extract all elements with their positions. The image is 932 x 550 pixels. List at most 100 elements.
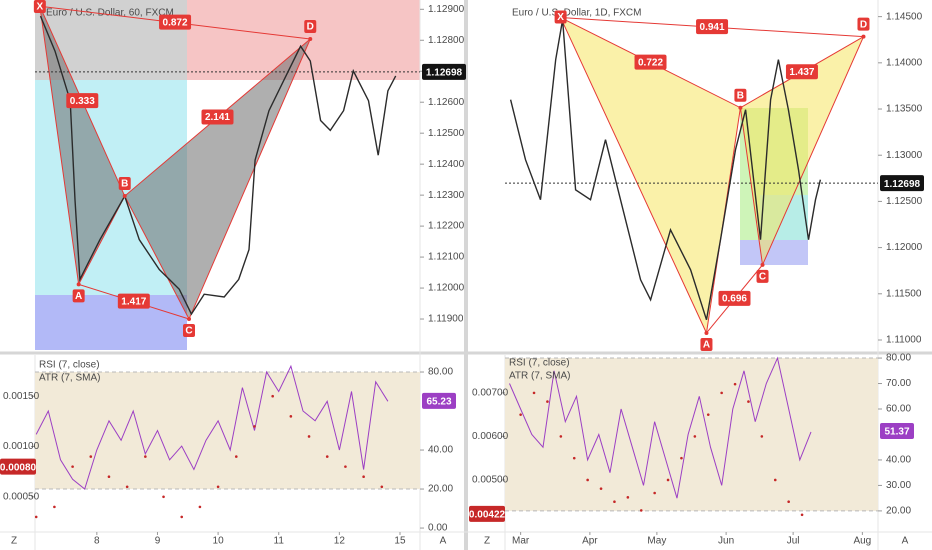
- scale-button[interactable]: A: [902, 536, 909, 547]
- atr-dot: [34, 515, 38, 519]
- ratio-label: 0.941: [696, 19, 729, 35]
- x-tick-label: Jun: [718, 536, 734, 547]
- ratio-label: 0.333: [66, 93, 99, 109]
- atr-dot: [666, 478, 670, 482]
- ratio-text: 1.417: [121, 296, 146, 307]
- y-tick-label: 1.12300: [428, 190, 465, 201]
- zone-blue: [35, 295, 187, 350]
- point-box: [554, 10, 567, 24]
- atr-dot: [680, 456, 683, 460]
- rsi-band: [35, 372, 420, 490]
- point-box: [72, 289, 85, 303]
- point-text: C: [759, 272, 766, 283]
- y-tick-label: 0.00: [428, 523, 448, 534]
- point-text: C: [185, 326, 192, 337]
- value-tag: 0.00080: [0, 458, 37, 475]
- atr-dot: [89, 455, 93, 458]
- value-tag-label: 51.37: [884, 427, 909, 438]
- atr-dot: [546, 400, 549, 403]
- y-tick-label: 1.12600: [428, 97, 465, 108]
- point-label: D: [304, 20, 317, 34]
- y-tick-label: 1.12900: [428, 4, 465, 15]
- value-tag: 1.12698: [422, 63, 466, 80]
- atr-dot: [787, 500, 790, 504]
- y-tick-label: 1.14500: [886, 11, 923, 22]
- y-tick-label: 1.12500: [428, 128, 465, 139]
- atr-dot: [144, 455, 147, 458]
- atr-dot: [380, 485, 384, 489]
- atr-dot: [626, 496, 630, 499]
- y2-tick-label: 0.00600: [472, 431, 509, 442]
- ratio-text: 0.333: [70, 96, 95, 107]
- atr-dot: [307, 435, 311, 438]
- point-text: B: [121, 179, 128, 190]
- atr-dot: [586, 478, 589, 482]
- atr-dot: [180, 515, 184, 519]
- point-label: D: [857, 17, 870, 31]
- point-box: [756, 269, 769, 283]
- pattern-point: [738, 105, 743, 110]
- ratio-box: [66, 93, 99, 109]
- ratio-box: [696, 19, 729, 35]
- point-text: B: [737, 90, 744, 101]
- point-box: [118, 177, 131, 191]
- ratio-box: [201, 109, 234, 125]
- value-tag: 1.12698: [880, 175, 924, 192]
- ratio-box: [159, 14, 192, 30]
- point-box: [857, 17, 870, 31]
- pattern-point: [76, 282, 81, 287]
- scale-button[interactable]: A: [440, 536, 447, 547]
- point-label: C: [756, 269, 769, 283]
- atr-dot: [572, 456, 576, 460]
- x-tick-label: Aug: [853, 536, 871, 547]
- atr-dot: [198, 505, 202, 509]
- scale-button[interactable]: Z: [484, 536, 490, 547]
- point-text: D: [307, 22, 314, 33]
- value-tag-label: 0.00422: [469, 510, 506, 521]
- point-box: [183, 324, 195, 338]
- ratio-label: 2.141: [201, 109, 234, 125]
- x-tick-label: 11: [274, 536, 285, 547]
- point-label: X: [554, 10, 567, 24]
- y-tick-label: 80.00: [428, 367, 453, 378]
- value-tag-box: [880, 422, 914, 439]
- value-tag: 0.00422: [469, 505, 506, 522]
- pattern-point: [187, 317, 191, 322]
- atr-dot: [559, 435, 563, 438]
- atr-dot: [706, 413, 710, 416]
- y-tick-label: 30.00: [886, 480, 911, 491]
- atr-dot: [653, 491, 656, 495]
- ratio-text: 0.696: [722, 294, 747, 305]
- atr-dot: [519, 413, 522, 416]
- point-label: X: [33, 0, 46, 13]
- x-tick-label: May: [647, 536, 666, 547]
- chart-title: Euro / U.S. Dollar, 60, FXCM: [46, 8, 174, 19]
- y-tick-label: 1.12000: [428, 283, 465, 294]
- atr-dot: [107, 475, 111, 478]
- value-tag: 51.37: [880, 422, 914, 439]
- atr-dot: [53, 505, 56, 509]
- x-tick-label: Apr: [582, 536, 598, 547]
- atr-dot: [271, 394, 274, 398]
- y-tick-label: 1.13000: [886, 150, 923, 161]
- atr-dot: [720, 391, 723, 395]
- y-tick-label: 60.00: [886, 404, 911, 415]
- x-tick-label: 15: [394, 536, 406, 547]
- point-label: C: [183, 324, 195, 338]
- y-tick-label: 80.00: [886, 353, 911, 364]
- pattern-point: [704, 330, 709, 335]
- ratio-text: 0.722: [638, 57, 663, 68]
- ratio-label: 0.696: [718, 290, 751, 306]
- y2-tick-label: 0.00700: [472, 388, 509, 399]
- chart-title: Euro / U.S. Dollar, 1D, FXCM: [512, 8, 641, 19]
- scale-button[interactable]: Z: [11, 536, 17, 547]
- pattern-point: [760, 262, 765, 267]
- y-tick-label: 1.12100: [428, 252, 465, 263]
- x-tick-label: 10: [213, 536, 225, 547]
- pattern-point: [308, 37, 313, 42]
- ratio-label: 0.872: [159, 14, 192, 30]
- ratio-text: 0.941: [700, 22, 725, 33]
- atr-dot: [800, 513, 804, 517]
- rsi-band: [505, 358, 878, 511]
- value-tag-box: [469, 505, 505, 522]
